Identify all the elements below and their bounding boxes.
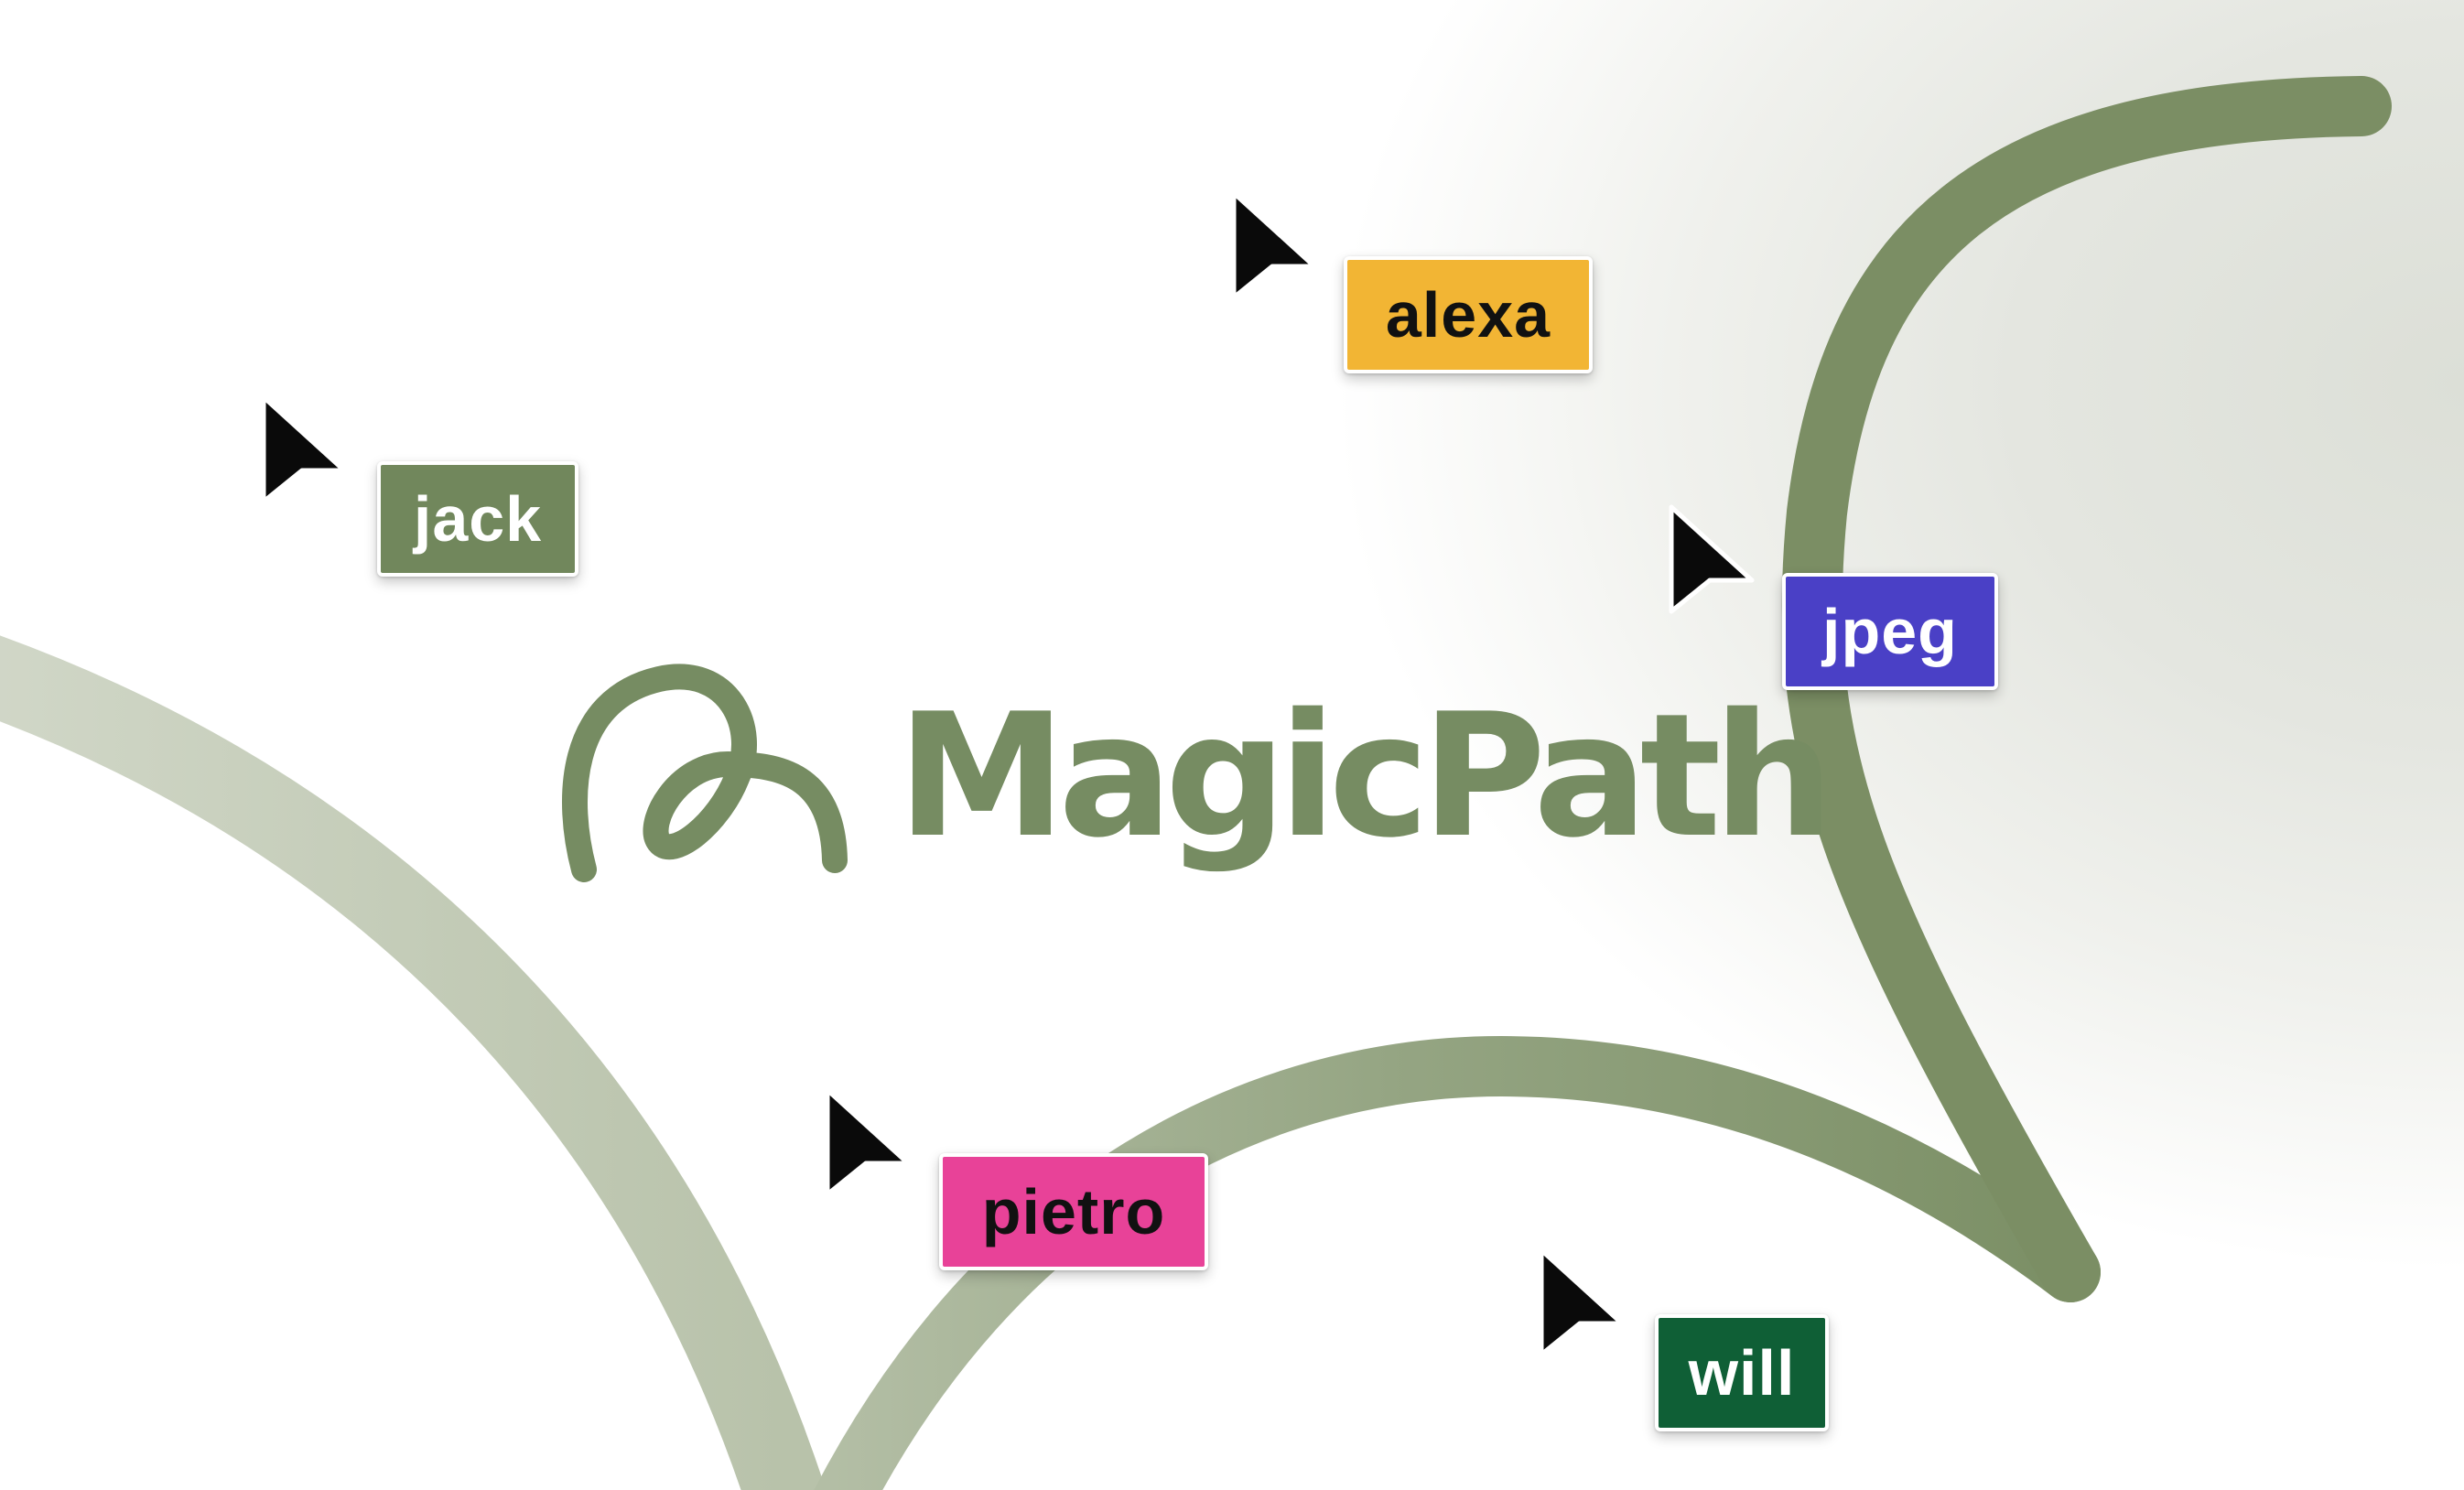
right-sweep-curve xyxy=(1781,76,2392,1302)
cursor-arrow-icon xyxy=(1539,1247,1625,1357)
bottom-sweep-curve xyxy=(814,1035,2101,1490)
collaborator-tag-pietro: pietro xyxy=(939,1153,1208,1270)
loop-path-icon xyxy=(562,664,848,882)
brand-wordmark: MagicPath xyxy=(897,676,1834,875)
collaborator-tag-jpeg: jpeg xyxy=(1782,573,1998,690)
cursor-arrow-icon xyxy=(1231,190,1317,300)
left-sweep-curve xyxy=(0,635,826,1490)
cursor-arrow-icon xyxy=(261,394,347,504)
magicpath-logo: MagicPath xyxy=(558,664,1834,892)
collaborator-tag-jack: jack xyxy=(377,461,578,577)
cursor-arrow-icon xyxy=(825,1087,911,1197)
collaborator-tag-will: will xyxy=(1655,1314,1829,1431)
collaborator-tag-alexa: alexa xyxy=(1344,256,1593,373)
cursor-arrow-icon xyxy=(1669,504,1755,614)
